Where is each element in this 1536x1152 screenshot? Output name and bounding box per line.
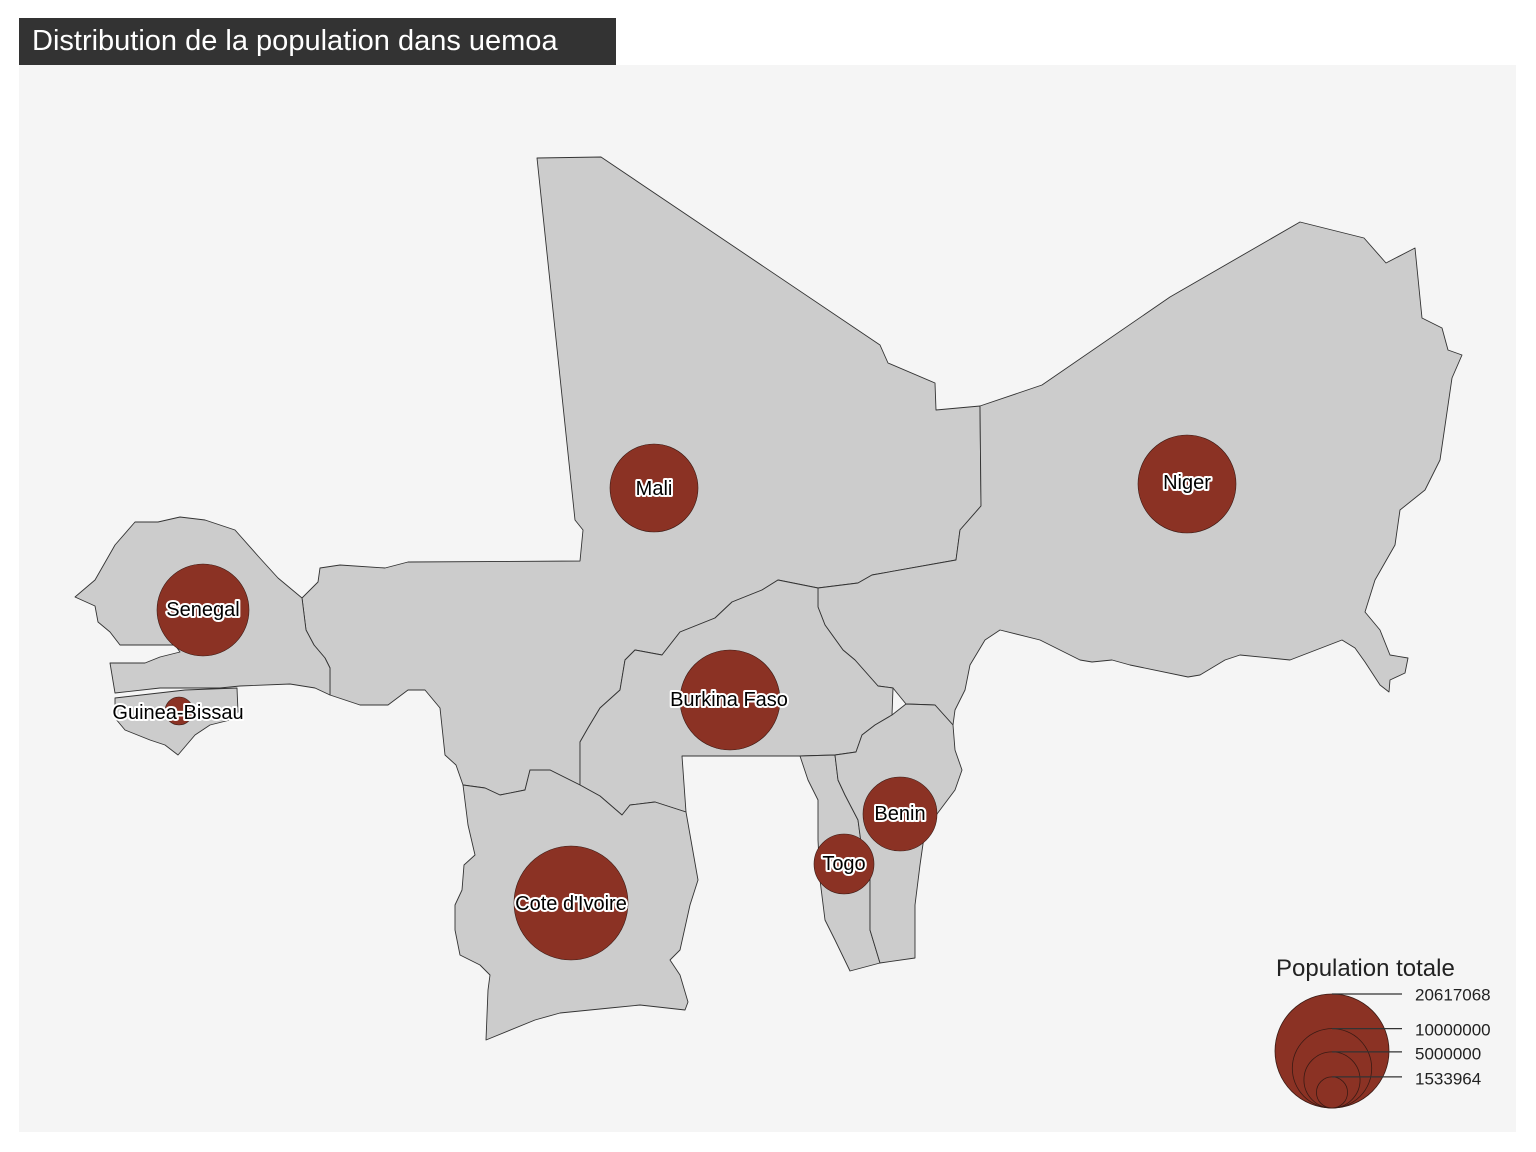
label-burkina-faso: Burkina Faso	[670, 689, 788, 711]
country-labels: Mali Niger Senegal Guinea-Bissau Burkina…	[110, 470, 1213, 917]
label-togo: Togo	[822, 853, 865, 875]
bubble-senegal	[156, 563, 250, 657]
legend-label-2: 10000000	[1415, 1021, 1491, 1040]
map-title: Distribution de la population dans uemoa	[19, 18, 616, 65]
bubble-benin	[862, 776, 938, 852]
bubble-burkina-faso	[679, 649, 781, 751]
label-guinea-bissau: Guinea-Bissau	[112, 702, 243, 724]
country-shapes	[74, 156, 1463, 1041]
legend-label-3: 5000000	[1415, 1045, 1481, 1064]
population-bubbles	[156, 434, 1237, 961]
label-senegal: Senegal	[166, 599, 239, 621]
label-cote-divoire: Cote d'Ivoire	[515, 893, 627, 915]
legend-label-1: 20617068	[1415, 986, 1491, 1005]
label-benin: Benin	[874, 803, 925, 825]
legend-marks: 20617068 10000000 5000000 1533964	[1274, 986, 1491, 1109]
label-niger: Niger	[1163, 472, 1211, 494]
bubble-niger	[1137, 434, 1237, 534]
legend-title: Population totale	[1276, 955, 1455, 982]
bubble-togo	[813, 833, 875, 895]
legend-circle-4	[1316, 1076, 1348, 1109]
bubble-guinea-bissau	[164, 696, 194, 726]
label-mali: Mali	[636, 478, 673, 500]
legend-label-4: 1533964	[1415, 1070, 1481, 1089]
bubble-mali	[609, 443, 699, 533]
bubble-cote-divoire	[513, 845, 629, 961]
size-legend: Population totale 20617068 10000000 500000…	[1274, 955, 1491, 1109]
